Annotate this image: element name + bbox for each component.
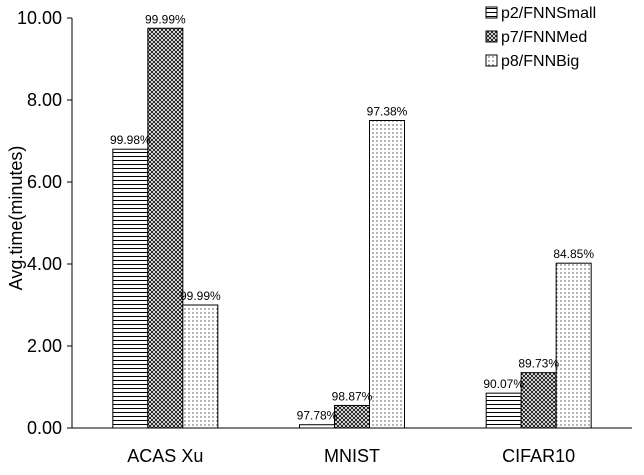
data-label: 90.07% bbox=[483, 377, 524, 391]
x-category-label: ACAS Xu bbox=[127, 446, 203, 466]
y-axis-ticks: 0.00 2.00 4.00 6.00 8.00 10.00 bbox=[17, 8, 72, 438]
y-tick-label: 2.00 bbox=[27, 336, 62, 356]
legend-swatch-p8-fnnbig bbox=[485, 54, 498, 67]
data-label: 97.38% bbox=[367, 105, 408, 119]
y-tick-label: 6.00 bbox=[27, 172, 62, 192]
legend: p2/FNNSmall p7/FNNMed p8/FNNBig bbox=[485, 5, 596, 70]
y-axis-title: Avg.time(minutes) bbox=[6, 146, 26, 291]
y-tick-label: 4.00 bbox=[27, 254, 62, 274]
bar-mnist-p8-fnnbig bbox=[369, 120, 405, 429]
legend-label: p2/FNNSmall bbox=[501, 5, 596, 22]
data-label: 99.99% bbox=[180, 289, 221, 303]
data-label: 99.99% bbox=[145, 12, 186, 26]
bar-acas-xu-p2-fnnsmall bbox=[112, 148, 149, 429]
legend-label: p8/FNNBig bbox=[501, 53, 579, 70]
data-label: 99.98% bbox=[110, 133, 151, 147]
legend-swatch-p7-fnnmed bbox=[485, 30, 498, 43]
data-label: 98.87% bbox=[332, 389, 373, 403]
data-label: 89.73% bbox=[518, 357, 559, 371]
y-tick-label: 0.00 bbox=[27, 418, 62, 438]
bar-mnist-p7-fnnmed bbox=[334, 404, 370, 429]
data-labels-group: 99.98% 99.99% 99.99% 97.78% 98.87% 97.38% 90.0… bbox=[110, 12, 594, 422]
y-tick-label: 8.00 bbox=[27, 90, 62, 110]
x-category-label: CIFAR10 bbox=[502, 446, 575, 466]
y-tick-label: 10.00 bbox=[17, 8, 62, 28]
x-category-label: MNIST bbox=[324, 446, 380, 466]
data-label: 97.78% bbox=[297, 409, 338, 423]
data-label: 84.85% bbox=[553, 247, 594, 261]
bar-acas-xu-p7-fnnmed bbox=[147, 27, 184, 429]
bars-group bbox=[112, 27, 592, 429]
x-axis-category-labels: ACAS Xu MNIST CIFAR10 bbox=[127, 446, 575, 466]
bar-cifar10-p7-fnnmed bbox=[520, 372, 557, 429]
legend-swatch-p2-fnnsmall bbox=[485, 6, 498, 19]
legend-label: p7/FNNMed bbox=[501, 29, 587, 46]
bar-cifar10-p2-fnnsmall bbox=[485, 392, 522, 429]
bar-cifar10-p8-fnnbig bbox=[555, 262, 592, 429]
bar-acas-xu-p8-fnnbig bbox=[182, 304, 219, 429]
